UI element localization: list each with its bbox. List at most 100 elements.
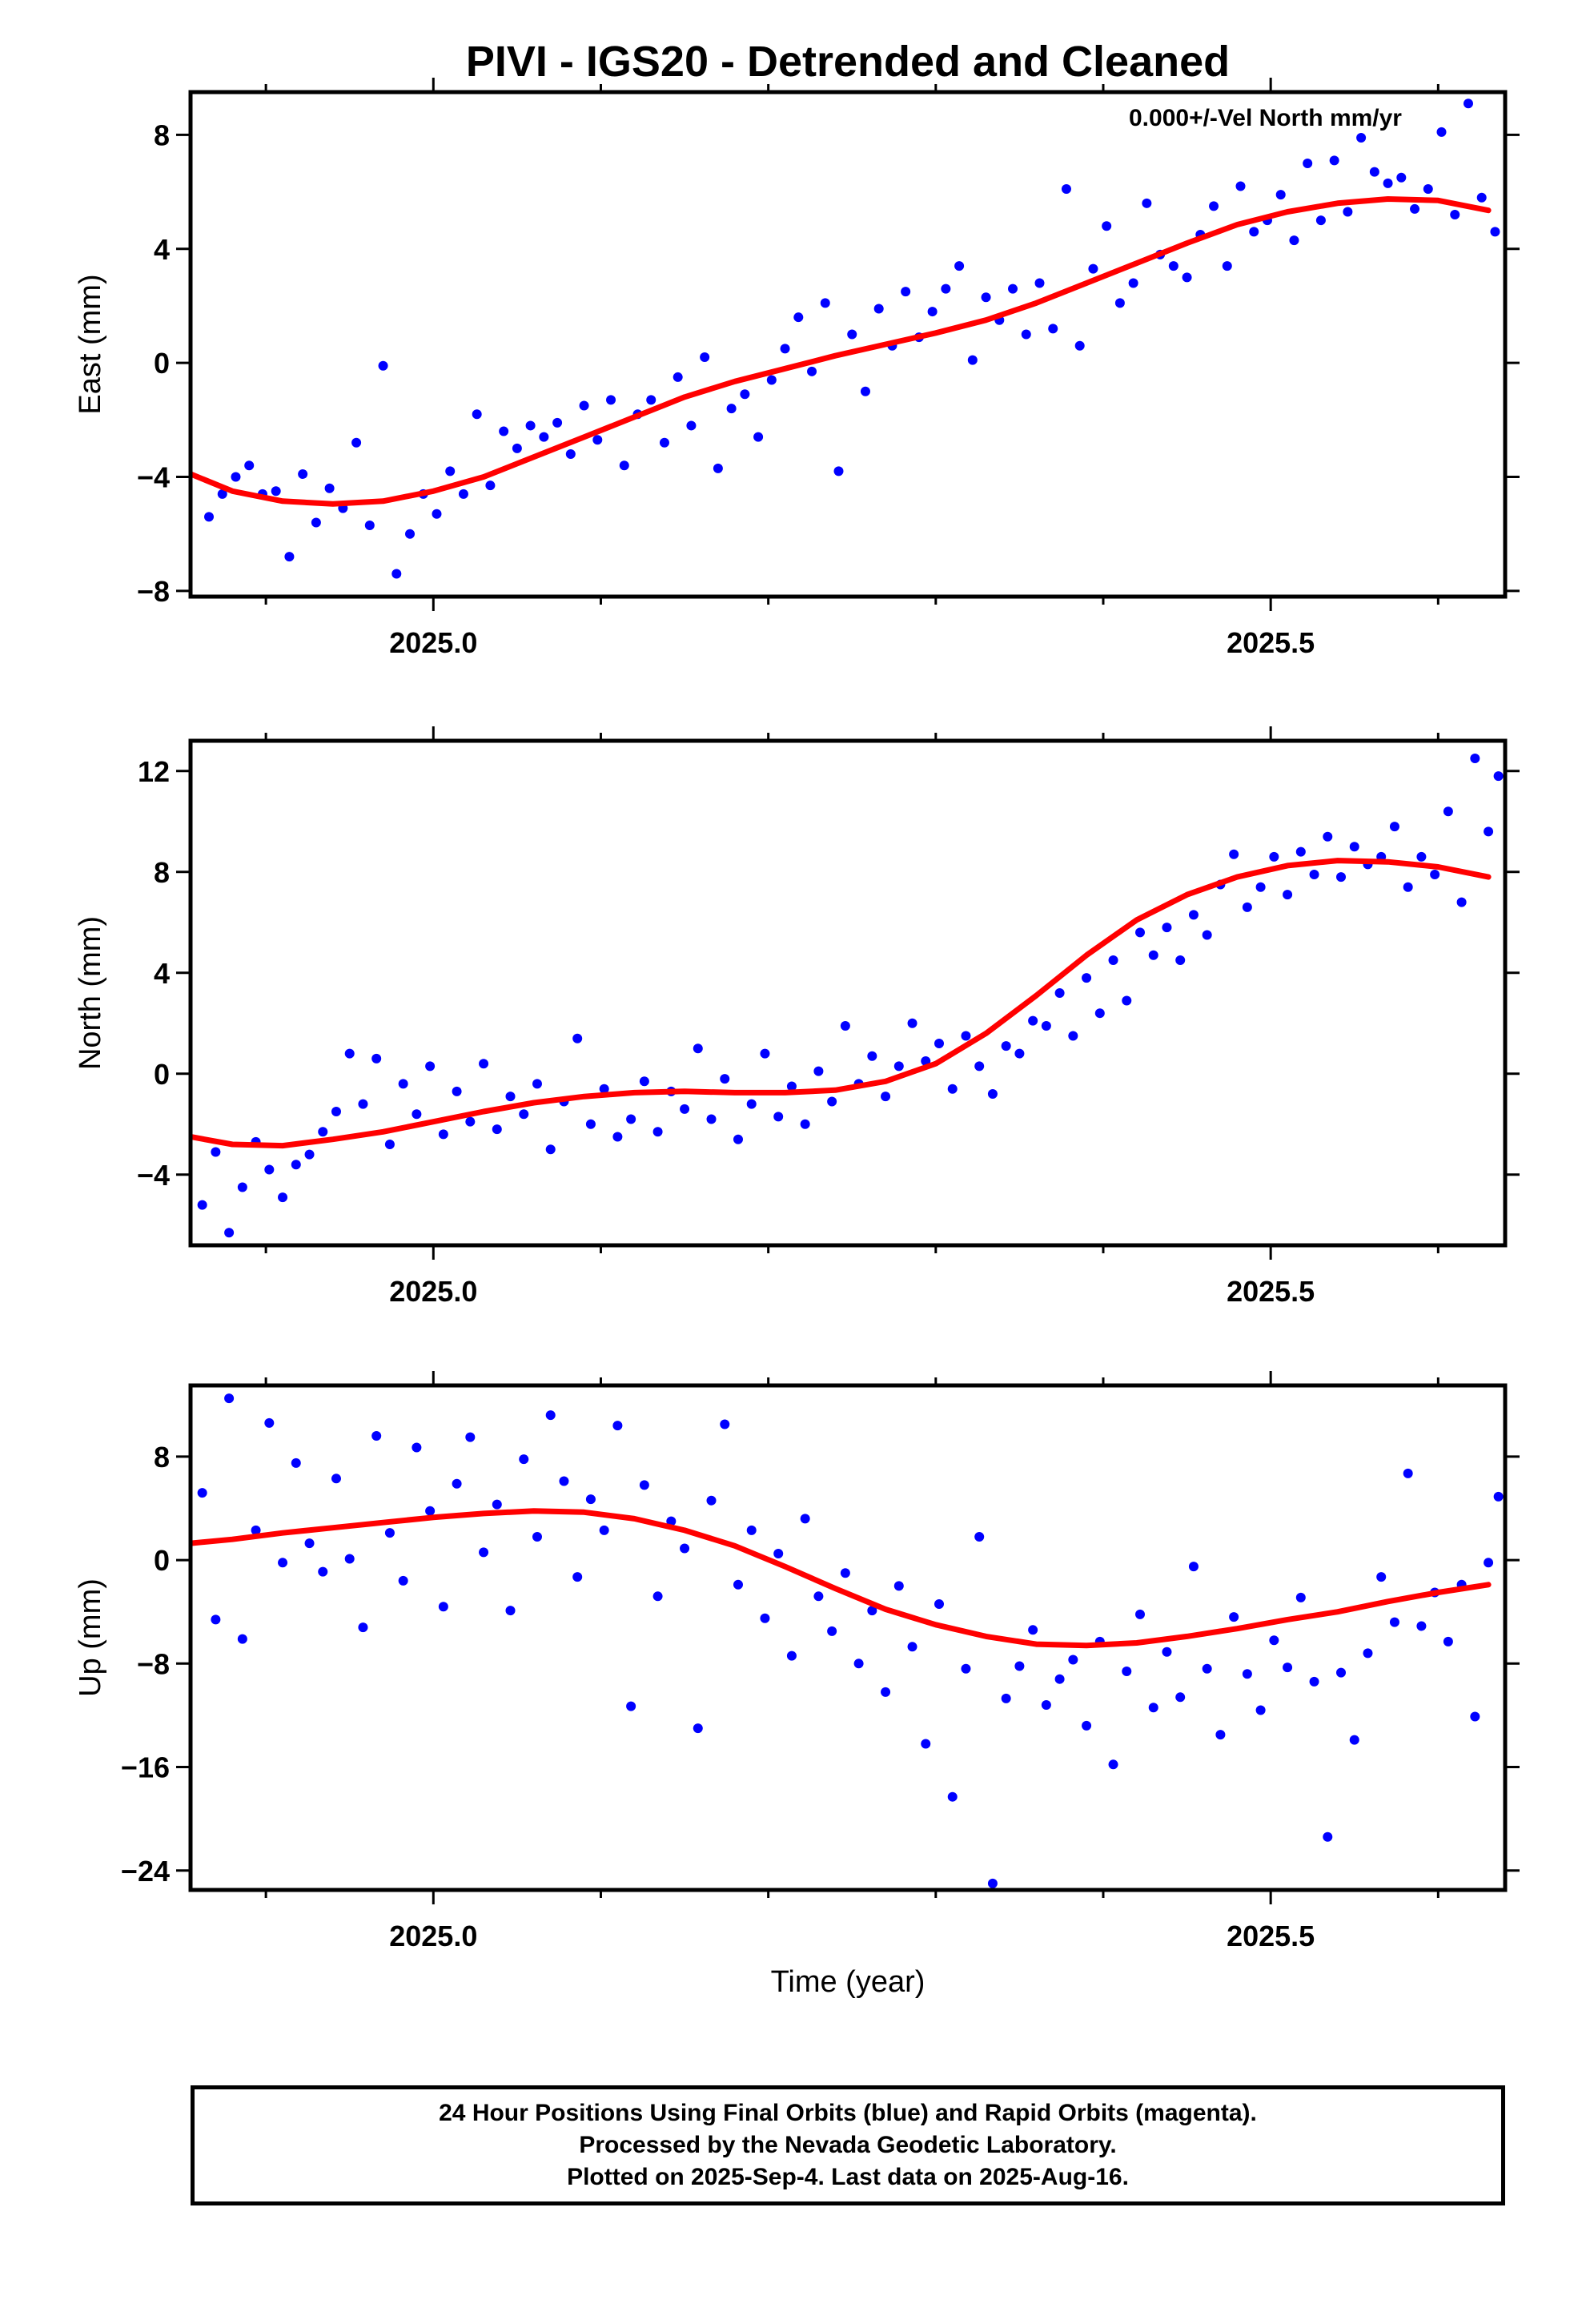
- east-data-point: [726, 404, 737, 414]
- up-data-point: [1229, 1612, 1239, 1622]
- east-data-point: [244, 460, 255, 471]
- north-data-point: [278, 1192, 288, 1203]
- north-y-axis-label: North (mm): [74, 916, 107, 1070]
- east-data-point: [1315, 215, 1326, 226]
- north-data-point: [1484, 826, 1494, 837]
- up-data-point: [893, 1581, 904, 1591]
- east-data-point: [981, 292, 991, 303]
- up-data-point: [853, 1659, 864, 1669]
- east-y-tick-label: −4: [137, 461, 170, 494]
- up-data-point: [559, 1476, 569, 1486]
- north-data-point: [1269, 851, 1279, 862]
- up-data-point: [519, 1454, 529, 1465]
- up-y-tick-label: −24: [121, 1855, 170, 1888]
- up-data-point: [211, 1614, 221, 1625]
- north-data-point: [680, 1104, 690, 1114]
- up-data-point: [1349, 1735, 1359, 1745]
- footer-line-1: 24 Hour Positions Using Final Orbits (bl…: [439, 2100, 1257, 2126]
- up-data-point: [1041, 1700, 1051, 1710]
- east-data-point: [364, 521, 375, 531]
- east-data-point: [1275, 190, 1286, 200]
- north-data-point: [867, 1051, 877, 1061]
- north-data-point: [1014, 1048, 1025, 1059]
- up-y-tick-label: −16: [121, 1751, 170, 1784]
- north-data-point: [479, 1059, 489, 1069]
- north-data-point: [1028, 1015, 1038, 1026]
- east-data-point: [485, 480, 496, 491]
- east-data-point: [298, 468, 308, 479]
- east-data-point: [1235, 181, 1246, 191]
- north-data-point: [626, 1114, 636, 1124]
- north-data-layer: [191, 754, 1504, 1238]
- up-data-point: [800, 1514, 810, 1524]
- east-data-point: [445, 466, 456, 476]
- up-data-point: [706, 1495, 717, 1506]
- north-data-point: [1470, 754, 1480, 764]
- east-data-point: [1396, 172, 1407, 183]
- up-data-point: [1470, 1711, 1480, 1722]
- up-data-point: [760, 1613, 770, 1623]
- north-data-point: [452, 1086, 462, 1096]
- up-data-point: [358, 1622, 368, 1633]
- up-data-point: [907, 1642, 917, 1652]
- up-data-point: [1484, 1558, 1494, 1568]
- up-plot-frame: [188, 1383, 1508, 1892]
- north-data-point: [612, 1132, 623, 1142]
- east-data-point: [793, 312, 804, 323]
- east-data-point: [1128, 278, 1138, 288]
- east-data-point: [378, 360, 388, 371]
- east-plot-frame: [188, 90, 1508, 599]
- north-data-point: [746, 1099, 757, 1109]
- east-data-point: [1142, 198, 1152, 208]
- up-data-point: [1323, 1831, 1333, 1842]
- north-data-point: [1054, 988, 1065, 998]
- east-data-point: [659, 437, 669, 448]
- up-data-point: [492, 1499, 502, 1510]
- up-data-point: [1188, 1562, 1199, 1572]
- north-data-point: [893, 1061, 904, 1072]
- east-data-point: [1356, 132, 1367, 143]
- east-data-point: [1463, 99, 1473, 109]
- east-data-point: [552, 417, 563, 428]
- up-data-point: [840, 1568, 850, 1578]
- east-data-point: [673, 372, 683, 382]
- north-data-point: [1068, 1031, 1078, 1041]
- east-data-point: [1303, 158, 1313, 168]
- north-data-point: [773, 1112, 784, 1122]
- north-data-point: [1108, 955, 1118, 966]
- north-data-point: [733, 1134, 743, 1144]
- east-data-point: [1048, 324, 1058, 334]
- up-data-point: [384, 1528, 395, 1538]
- up-y-axis-label: Up (mm): [74, 1578, 107, 1697]
- east-data-point: [592, 435, 603, 445]
- up-data-point: [974, 1532, 985, 1542]
- east-data-point: [1329, 155, 1339, 166]
- east-data-point: [807, 366, 817, 376]
- up-data-point: [786, 1651, 797, 1661]
- east-data-point: [1034, 278, 1045, 288]
- up-data-point: [1014, 1661, 1025, 1671]
- north-x-tick-label: 2025.5: [1227, 1275, 1315, 1308]
- north-data-point: [1135, 927, 1146, 938]
- up-data-point: [585, 1494, 596, 1505]
- east-data-point: [565, 449, 576, 460]
- east-data-point: [1008, 283, 1018, 294]
- east-data-point: [847, 329, 857, 340]
- east-velocity-annotation: 0.000+/-Vel North mm/yr: [1129, 105, 1402, 131]
- north-y-tick-label: 8: [154, 856, 170, 889]
- north-data-point: [291, 1160, 301, 1170]
- east-data-point: [1209, 201, 1219, 211]
- east-data-point: [1114, 298, 1125, 308]
- up-y-tick-label: −8: [137, 1647, 170, 1680]
- north-data-point: [1403, 882, 1413, 892]
- east-data-point: [1476, 192, 1487, 203]
- north-data-point: [1389, 822, 1399, 832]
- up-data-point: [693, 1723, 703, 1734]
- east-data-point: [1383, 178, 1393, 188]
- up-data-point: [1309, 1676, 1319, 1687]
- north-data-point: [1295, 846, 1306, 857]
- up-data-point: [344, 1554, 355, 1564]
- east-data-point: [1182, 272, 1192, 283]
- up-data-point: [1376, 1572, 1387, 1582]
- east-data-point: [1436, 127, 1447, 137]
